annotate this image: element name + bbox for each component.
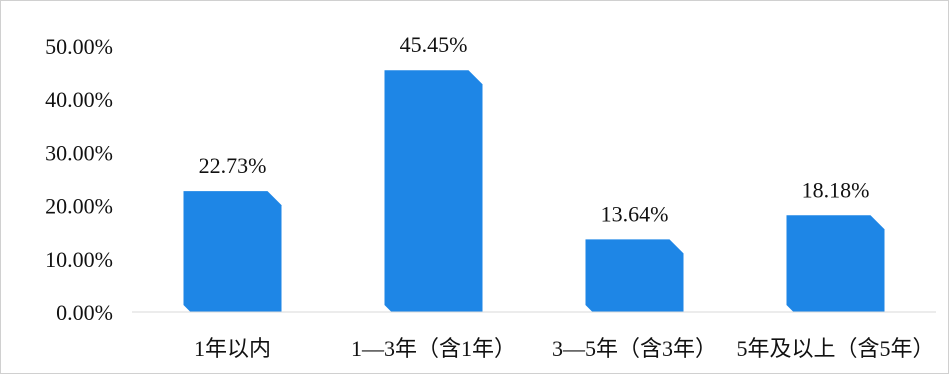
y-tick-label: 10.00% xyxy=(45,247,113,272)
category-label: 5年及以上（含5年） xyxy=(736,336,934,361)
category-label: 1—3年（含1年） xyxy=(351,336,516,361)
bar xyxy=(384,70,483,313)
x-axis: 1年以内 1—3年（含1年） 3—5年（含3年） 5年及以上（含5年） xyxy=(132,311,936,361)
data-label: 22.73% xyxy=(199,153,267,178)
data-labels: 22.73% 45.45% 13.64% 18.18% xyxy=(199,32,870,226)
y-tick-label: 20.00% xyxy=(45,194,113,219)
y-axis: 0.00% 10.00% 20.00% 30.00% 40.00% 50.00% xyxy=(45,34,113,325)
y-tick-label: 0.00% xyxy=(56,300,113,325)
category-label: 1年以内 xyxy=(194,336,271,361)
y-tick-label: 40.00% xyxy=(45,87,113,112)
category-label: 3—5年（含3年） xyxy=(552,336,717,361)
bar xyxy=(585,239,684,312)
y-tick-label: 50.00% xyxy=(45,34,113,59)
data-label: 18.18% xyxy=(802,177,870,202)
data-label: 45.45% xyxy=(400,32,468,57)
bar xyxy=(183,191,282,312)
y-tick-label: 30.00% xyxy=(45,140,113,165)
bar xyxy=(786,215,885,312)
bars xyxy=(183,70,885,313)
data-label: 13.64% xyxy=(601,201,669,226)
